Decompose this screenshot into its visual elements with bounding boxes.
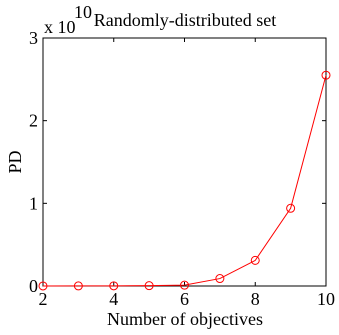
data-point xyxy=(321,70,331,80)
chart-title: Randomly-distributed set xyxy=(94,10,276,30)
data-point xyxy=(250,255,260,265)
series-line xyxy=(42,75,327,287)
y-axis-label: PD xyxy=(5,150,25,173)
x-tick-label: 4 xyxy=(109,289,118,309)
y-tick-label: 1 xyxy=(29,193,38,213)
data-point xyxy=(286,203,296,213)
x-tick-label: 10 xyxy=(317,289,335,309)
data-point xyxy=(215,274,225,284)
data-point xyxy=(109,281,119,291)
y-tick-label: 2 xyxy=(29,111,38,131)
y-tick-label: 0 xyxy=(29,276,38,296)
x-axis-ticks: 2 4 6 8 10 xyxy=(39,38,335,309)
y-multiplier-base: x 10 xyxy=(44,17,76,37)
x-tick-label: 8 xyxy=(251,289,260,309)
x-tick-label: 6 xyxy=(180,289,189,309)
data-point xyxy=(73,281,83,291)
data-point xyxy=(180,280,189,290)
x-tick-label: 2 xyxy=(39,289,48,309)
y-tick-label: 3 xyxy=(29,28,38,48)
data-point xyxy=(144,281,154,291)
series-layer xyxy=(38,70,331,291)
plot-area xyxy=(42,37,327,287)
data-point xyxy=(38,281,48,291)
y-multiplier-exponent: 10 xyxy=(74,2,92,22)
x-axis-label: Number of objectives xyxy=(107,309,263,329)
